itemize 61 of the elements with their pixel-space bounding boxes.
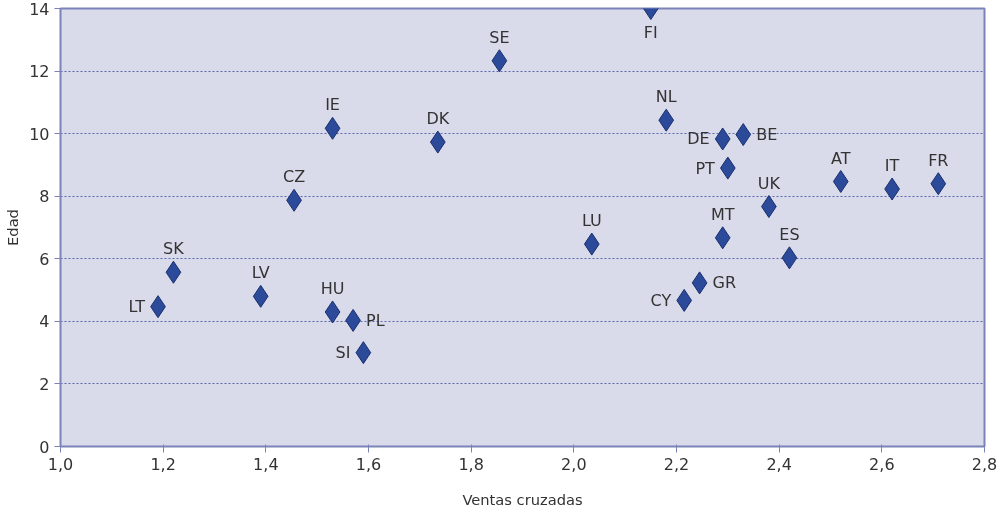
point bbox=[429, 130, 446, 154]
x-tick-label: 1,0 bbox=[47, 454, 74, 474]
annotation: DK bbox=[426, 109, 450, 129]
annotation: NL bbox=[655, 87, 677, 107]
point bbox=[714, 127, 731, 151]
y-tick-label: 14 bbox=[29, 0, 50, 19]
point bbox=[714, 226, 731, 250]
point bbox=[691, 271, 708, 295]
y-tick-label: 8 bbox=[39, 187, 50, 207]
point bbox=[735, 123, 752, 147]
annotation: IT bbox=[884, 156, 900, 176]
point bbox=[324, 300, 341, 324]
annotation: DE bbox=[687, 129, 710, 149]
point bbox=[658, 108, 675, 132]
x-tick-label: 1,4 bbox=[253, 454, 279, 474]
point bbox=[491, 49, 508, 73]
point bbox=[781, 246, 798, 270]
y-axis-title: Edad bbox=[4, 209, 22, 246]
annotation: SK bbox=[163, 239, 185, 259]
annotation: FI bbox=[643, 22, 658, 42]
point bbox=[355, 341, 372, 365]
y-tick-label: 4 bbox=[39, 312, 50, 332]
point bbox=[324, 116, 341, 140]
annotation: PL bbox=[366, 310, 385, 330]
point bbox=[583, 232, 600, 256]
point bbox=[165, 260, 182, 284]
annotation: LV bbox=[251, 263, 270, 283]
y-tick-label: 6 bbox=[39, 249, 50, 269]
x-tick-label: 2,6 bbox=[869, 454, 895, 474]
annotation: ES bbox=[779, 224, 800, 244]
y-tick-label: 2 bbox=[39, 374, 50, 394]
y-tick-label: 0 bbox=[39, 437, 50, 457]
annotation: HU bbox=[320, 278, 345, 298]
annotation: GR bbox=[712, 273, 737, 293]
annotation: PT bbox=[695, 158, 716, 178]
annotation: FR bbox=[928, 150, 949, 170]
annotation: LU bbox=[581, 211, 602, 231]
y-tick-label: 12 bbox=[29, 62, 50, 82]
x-tick-label: 2,8 bbox=[971, 454, 998, 474]
annotation: UK bbox=[757, 173, 781, 193]
annotation: CZ bbox=[283, 167, 306, 187]
x-tick-label: 2,0 bbox=[561, 454, 587, 474]
annotation: SI bbox=[335, 343, 351, 363]
annotation: LT bbox=[128, 297, 146, 317]
point bbox=[832, 170, 849, 194]
annotation: CY bbox=[650, 290, 672, 310]
annotation: MT bbox=[710, 204, 735, 224]
annotation: IE bbox=[325, 95, 340, 115]
x-tick-label: 1,2 bbox=[150, 454, 176, 474]
annotation: BE bbox=[756, 125, 778, 145]
point bbox=[252, 284, 269, 308]
x-tick-label: 1,6 bbox=[355, 454, 382, 474]
x-tick-label: 1,8 bbox=[458, 454, 484, 474]
annotation: SE bbox=[489, 27, 510, 47]
point bbox=[676, 288, 693, 312]
x-axis-title: Ventas cruzadas bbox=[462, 490, 583, 508]
x-tick-label: 2,2 bbox=[663, 454, 690, 474]
y-tick-label: 10 bbox=[29, 124, 50, 144]
annotation: AT bbox=[831, 148, 851, 168]
x-tick-label: 2,4 bbox=[766, 454, 792, 474]
point bbox=[930, 172, 947, 196]
